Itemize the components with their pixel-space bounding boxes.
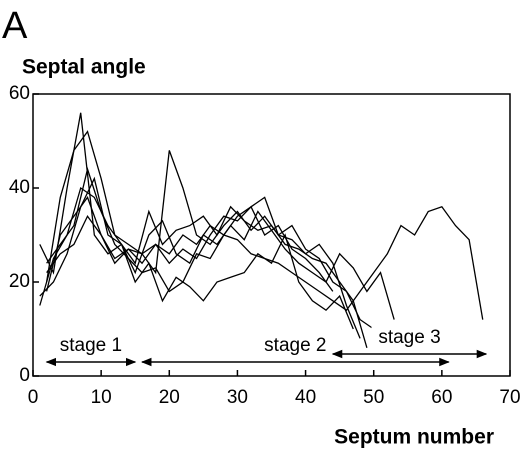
plot-frame: [32, 93, 511, 377]
series-line: [46, 166, 375, 330]
series-line: [39, 112, 368, 348]
y-axis-label: Septal angle: [22, 56, 146, 79]
series-line: [46, 205, 334, 292]
stage-label: stage 3: [378, 327, 440, 348]
y-tick-label: 60: [9, 83, 30, 104]
x-tick-label: 30: [227, 387, 248, 408]
panel-label: A: [2, 5, 28, 47]
x-tick-label: 0: [28, 387, 39, 408]
stage-label: stage 2: [264, 335, 326, 356]
x-tick-label: 60: [431, 387, 452, 408]
y-tick-label: 0: [19, 365, 30, 386]
series-line: [39, 186, 395, 320]
x-tick-label: 50: [363, 387, 384, 408]
label-background: [371, 326, 448, 348]
series-line: [45, 130, 361, 339]
x-tick-label: 40: [295, 387, 316, 408]
x-tick-label: 20: [159, 387, 180, 408]
x-tick-label: 70: [499, 387, 520, 408]
series-line: [39, 176, 354, 330]
x-axis-label: Septum number: [334, 426, 494, 449]
x-tick-label: 10: [91, 387, 112, 408]
y-tick-label: 20: [9, 271, 30, 292]
stage-label: stage 1: [60, 335, 122, 356]
y-tick-label: 40: [9, 177, 30, 198]
